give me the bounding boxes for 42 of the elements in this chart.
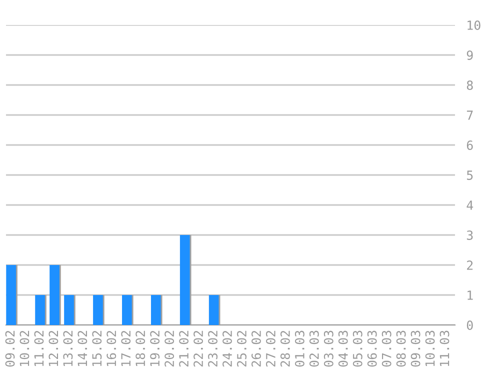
x-tick-label: 22.02 [194,330,204,367]
y-tick-label: 1 [468,290,473,300]
x-tick-label: 09.03 [410,330,420,367]
x-tick-label: 18.02 [136,330,146,366]
x-tick-label: 10.02 [20,330,30,366]
x-tick-label: 23.02 [208,330,218,367]
y-tick-label: 6 [466,140,473,150]
x-tick-label: 27.02 [266,330,276,367]
x-tick-label: 25.02 [237,330,246,367]
x-tick-label: 05.03 [352,330,362,367]
x-tick-label: 24.02 [222,330,232,367]
y-tick-label: 9 [466,50,473,60]
x-tick-label: 11.03 [440,330,450,366]
y-tick-label: 3 [466,230,473,240]
x-tick-label: 12.02 [48,330,58,366]
x-tick-label: 10.03 [425,330,435,366]
x-tick-label: 20.02 [164,330,174,367]
x-tick-label: 14.02 [78,330,88,366]
y-tick-label: 7 [466,110,473,120]
x-tick-label: 13.02 [63,330,73,366]
x-tick-label: 09.02 [5,330,15,367]
x-tick-label: 07.03 [382,330,392,367]
y-tick-label: 8 [466,80,473,90]
x-tick-label: 04.03 [338,330,348,367]
y-tick-label: 5 [466,170,473,180]
x-tick-label: 06.03 [367,330,377,367]
y-tick-label: 10 [468,20,480,30]
x-tick-label: 17.02 [121,330,131,366]
x-tick-label: 15.02 [92,330,102,366]
x-tick-label: 02.03 [309,330,319,367]
x-tick-label: 19.02 [150,330,160,366]
x-tick-label: 28.02 [280,330,290,367]
x-tick-label: 03.03 [324,330,334,367]
y-tick-label: 4 [466,200,474,210]
x-tick-label: 26.02 [252,330,261,367]
y-tick-label: 0 [466,320,473,330]
x-tick-label: 16.02 [106,330,116,366]
x-tick-label: 01.03 [294,330,304,367]
x-tick-label: 08.03 [396,330,406,367]
x-tick-label: 11.02 [34,330,44,366]
x-tick-label: 21.02 [179,330,189,367]
y-tick-label: 2 [467,260,473,270]
